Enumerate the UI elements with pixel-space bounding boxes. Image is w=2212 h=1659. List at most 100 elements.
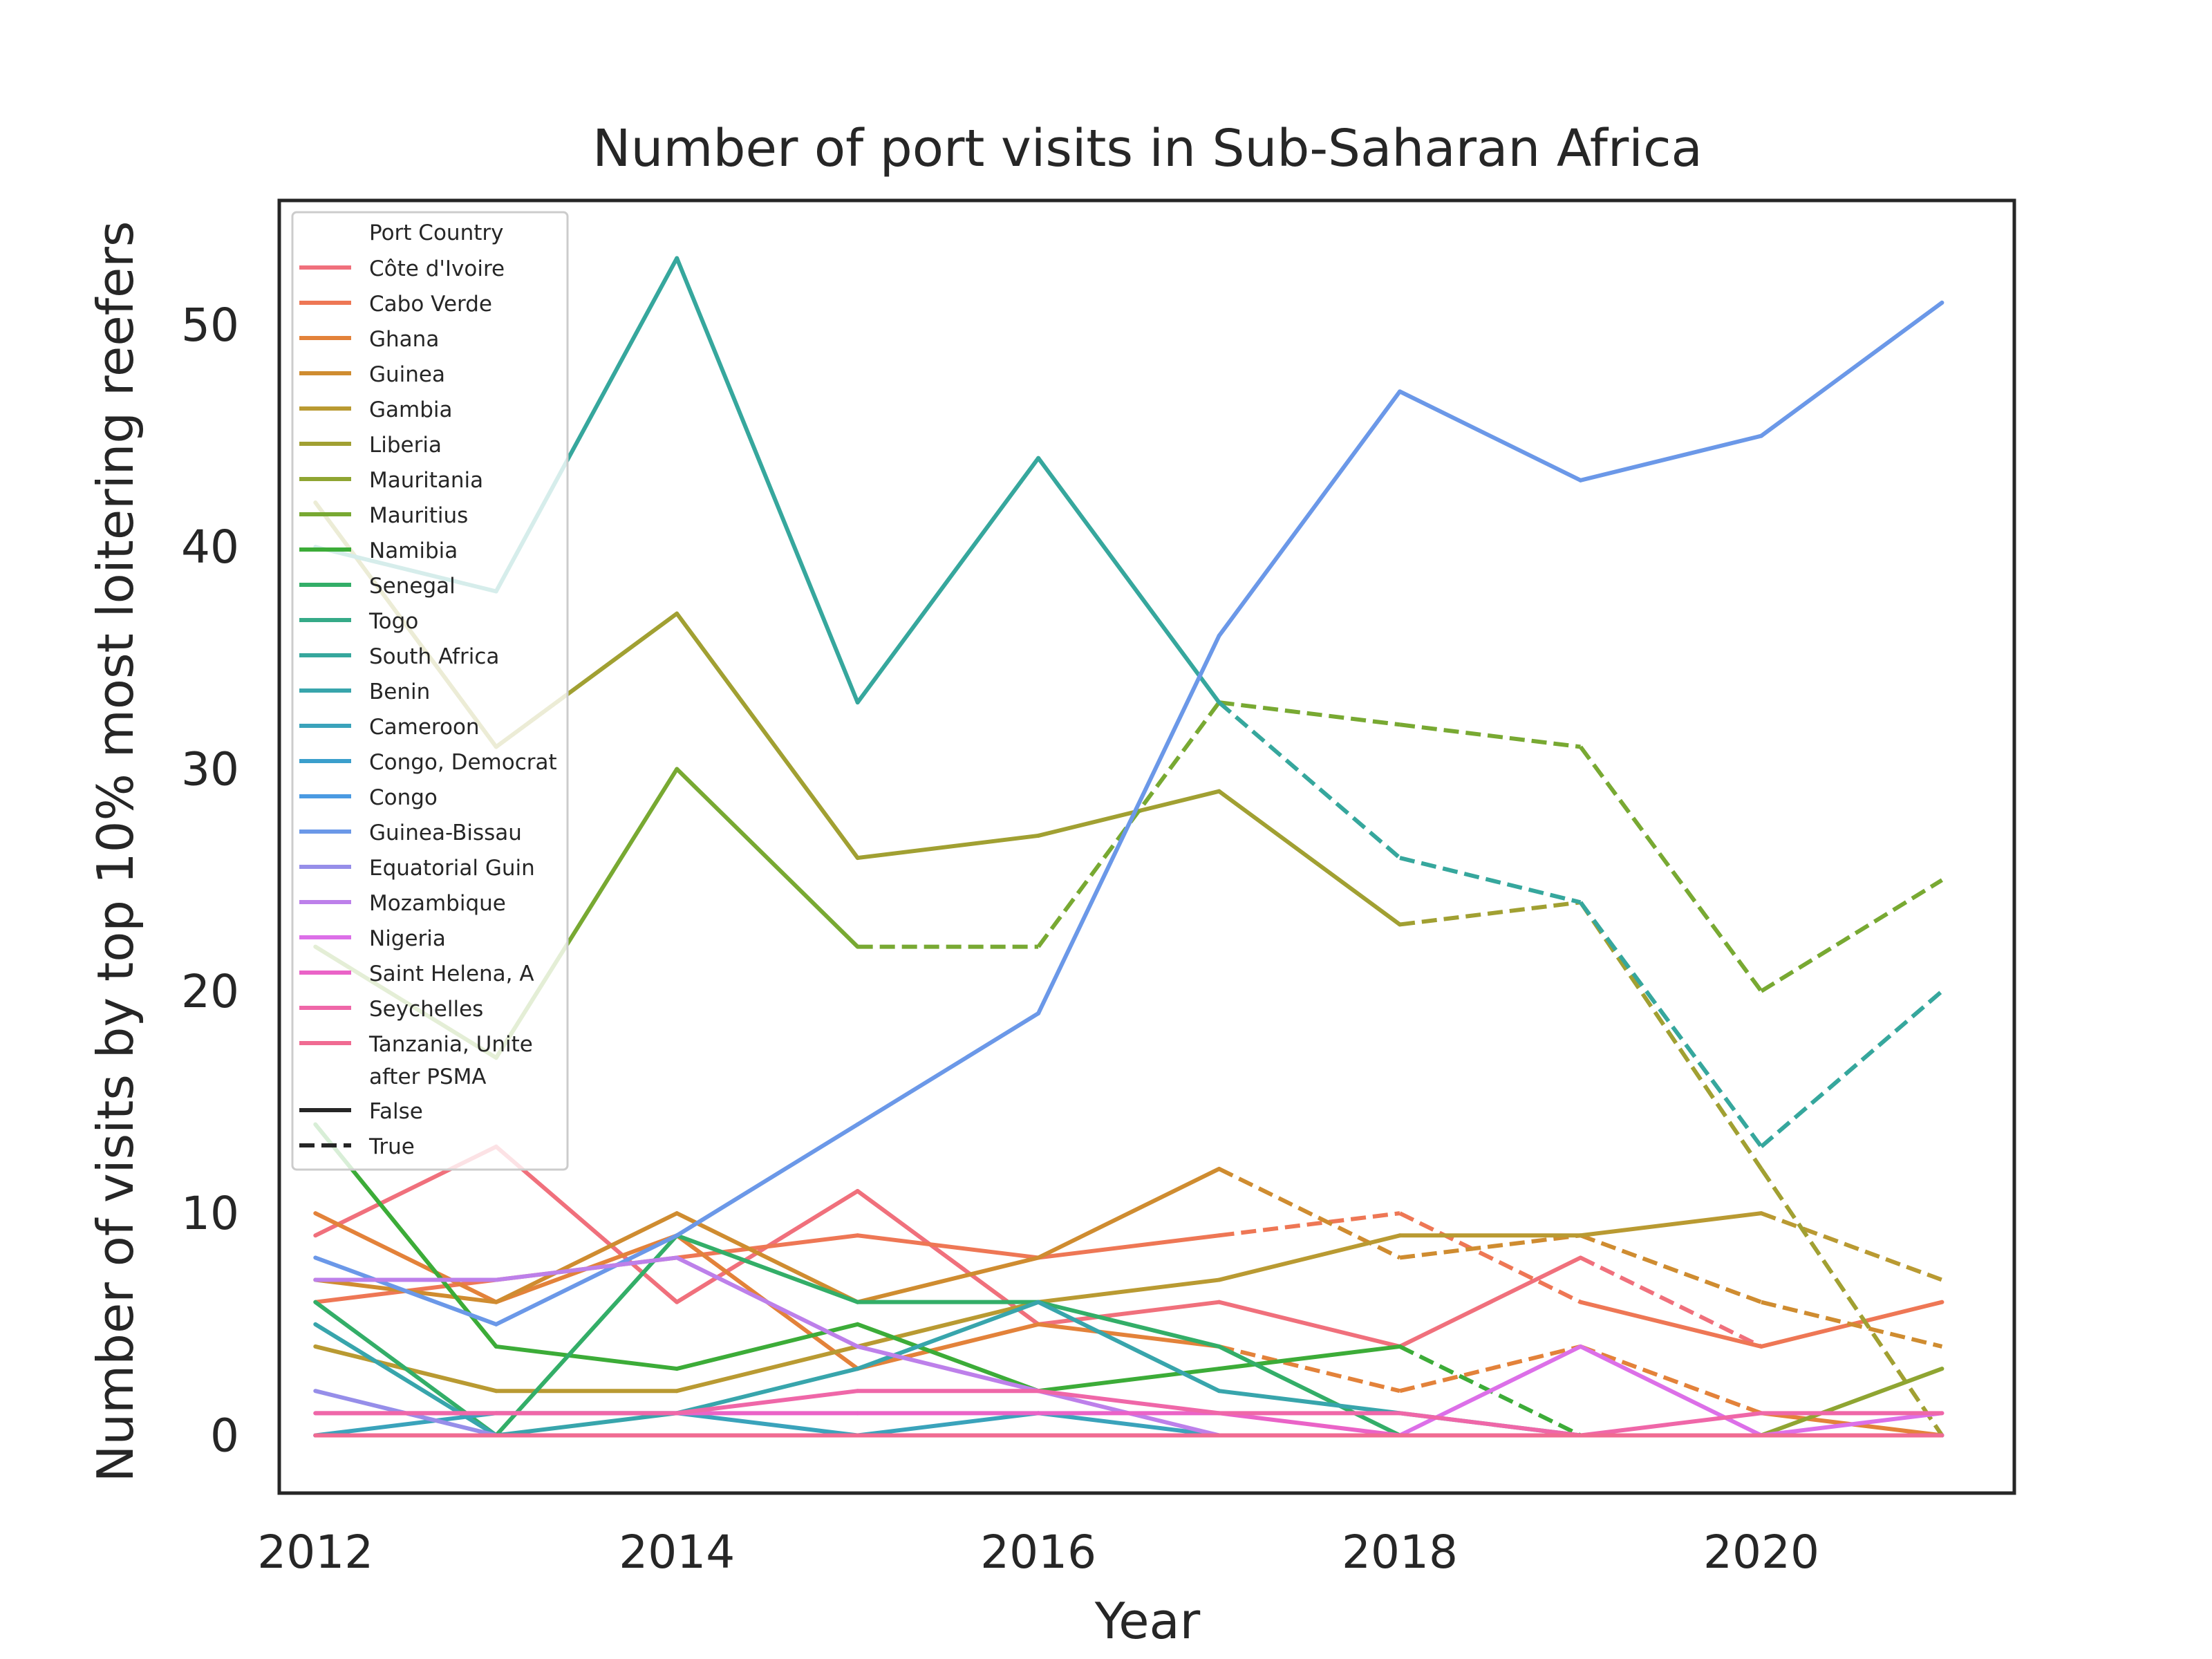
series-segment xyxy=(1759,1168,1944,1437)
series-segment xyxy=(1036,633,1221,1015)
series-segment xyxy=(1759,300,1944,438)
series-segment xyxy=(494,1255,679,1282)
y-tick-label: 40 xyxy=(181,521,239,574)
x-tick-label: 2016 xyxy=(980,1526,1096,1579)
legend-style-false-label: False xyxy=(369,1099,423,1124)
series-segment xyxy=(1578,433,1763,482)
series-segment xyxy=(1217,789,1403,927)
series-segment xyxy=(1036,1277,1221,1304)
legend-entry-label: Seychelles xyxy=(369,997,483,1022)
legend-box xyxy=(291,211,569,1171)
legend-entry-label: Mauritius xyxy=(369,503,468,528)
series-segment xyxy=(1759,1367,1944,1438)
series-segment xyxy=(675,1233,860,1260)
series-segment xyxy=(1036,1300,1221,1394)
legend-style-title: after PSMA xyxy=(369,1065,487,1089)
series-segment xyxy=(675,1122,860,1238)
series-segment xyxy=(1759,1411,1944,1438)
series-segment xyxy=(675,1411,860,1438)
legend-entry-label: Namibia xyxy=(369,538,458,563)
series-segment xyxy=(855,1300,1041,1371)
legend-entry-label: Cameroon xyxy=(369,715,480,740)
series-segment xyxy=(1760,878,1943,993)
legend-entry-label: Côte d'Ivoire xyxy=(369,256,505,281)
series-segment xyxy=(1579,901,1763,1148)
chart-title: Number of port visits in Sub-Saharan Afr… xyxy=(592,119,1703,178)
series-segment xyxy=(494,1233,679,1327)
series-segment xyxy=(1036,1367,1221,1394)
series-segment xyxy=(1217,1233,1403,1282)
series-segment xyxy=(1580,1255,1763,1349)
legend-style-true-label: True xyxy=(368,1134,415,1159)
series-segment xyxy=(1760,1211,1943,1282)
series-segment xyxy=(675,1255,860,1349)
series-segment xyxy=(1578,1211,1763,1238)
series-segment xyxy=(1578,1344,1763,1438)
series-segment xyxy=(1036,1322,1221,1349)
legend-entry-label: Gambia xyxy=(369,397,453,422)
series-segment xyxy=(855,456,1041,705)
series-segment xyxy=(1398,1411,1583,1438)
series-segment xyxy=(1399,900,1581,927)
series-segment xyxy=(494,1144,679,1304)
legend-entry-label: Benin xyxy=(369,679,430,704)
series-segment xyxy=(675,611,860,861)
series-segment xyxy=(494,1233,679,1438)
series-segment xyxy=(855,1233,1041,1260)
series-segment xyxy=(1399,1344,1582,1394)
legend-entry-label: Senegal xyxy=(369,574,456,599)
legend-entry-label: Guinea xyxy=(369,362,445,387)
series-segment xyxy=(1036,1389,1221,1416)
series-segment xyxy=(313,1411,498,1438)
series-segment xyxy=(855,1011,1041,1127)
y-tick-label: 10 xyxy=(181,1187,239,1240)
y-tick-label: 30 xyxy=(181,743,239,796)
series-segment xyxy=(1760,989,1944,1149)
legend-entry-label: Congo, Democrat xyxy=(369,750,557,775)
x-tick-label: 2012 xyxy=(257,1526,373,1579)
y-tick-label: 0 xyxy=(210,1409,239,1462)
series-segment xyxy=(1217,1389,1403,1416)
series-segment xyxy=(1036,1166,1221,1260)
series-segment xyxy=(1219,700,1400,727)
series-line xyxy=(313,500,1944,1437)
series-segment xyxy=(313,1211,498,1304)
series-segment xyxy=(313,1255,498,1327)
legend-entry-label: Cabo Verde xyxy=(369,292,492,317)
series-segment xyxy=(855,833,1041,861)
series-segment xyxy=(1217,700,1401,860)
legend: Port Country Côte d'Ivoire Cabo Verde Ghan… xyxy=(291,211,569,1171)
series-segment xyxy=(1398,1255,1583,1349)
plot-frame xyxy=(277,198,2016,1495)
legend-entry-label: Congo xyxy=(369,785,438,810)
legend-entry-label: South Africa xyxy=(369,644,499,669)
x-axis-ticks: 2012 2014 2016 2018 2020 xyxy=(257,1526,1819,1579)
series-segment xyxy=(1761,1300,1943,1349)
legend-entry-label: Liberia xyxy=(369,433,442,458)
series-segment xyxy=(1036,1300,1221,1349)
series-segment xyxy=(855,1322,1041,1371)
series-segment xyxy=(1036,456,1221,705)
series-segment xyxy=(1217,1300,1403,1349)
series-segment xyxy=(675,1367,860,1416)
series-segment xyxy=(1036,1233,1221,1260)
series-segment xyxy=(1036,701,1221,948)
series-segment xyxy=(855,1300,1041,1349)
legend-entries: Côte d'Ivoire Cabo Verde Ghana Guinea Gambia… xyxy=(299,256,557,1057)
series-segment xyxy=(1398,1344,1583,1438)
series-segment xyxy=(1578,1411,1763,1438)
series-segment xyxy=(1217,1411,1403,1438)
x-axis-label: Year xyxy=(1094,1592,1201,1650)
x-tick-label: 2020 xyxy=(1703,1526,1819,1579)
series-segment xyxy=(1399,722,1581,749)
x-tick-label: 2014 xyxy=(619,1526,735,1579)
series-line xyxy=(313,1211,1943,1394)
series-segment xyxy=(855,1255,1041,1304)
series-segment xyxy=(1217,1344,1403,1371)
series-segment xyxy=(1036,789,1221,838)
legend-entry-label: Tanzania, Unite xyxy=(368,1032,533,1057)
legend-entry-label: Togo xyxy=(368,609,418,634)
series-line xyxy=(313,1144,1763,1349)
legend-entry-label: Equatorial Guin xyxy=(369,856,535,881)
